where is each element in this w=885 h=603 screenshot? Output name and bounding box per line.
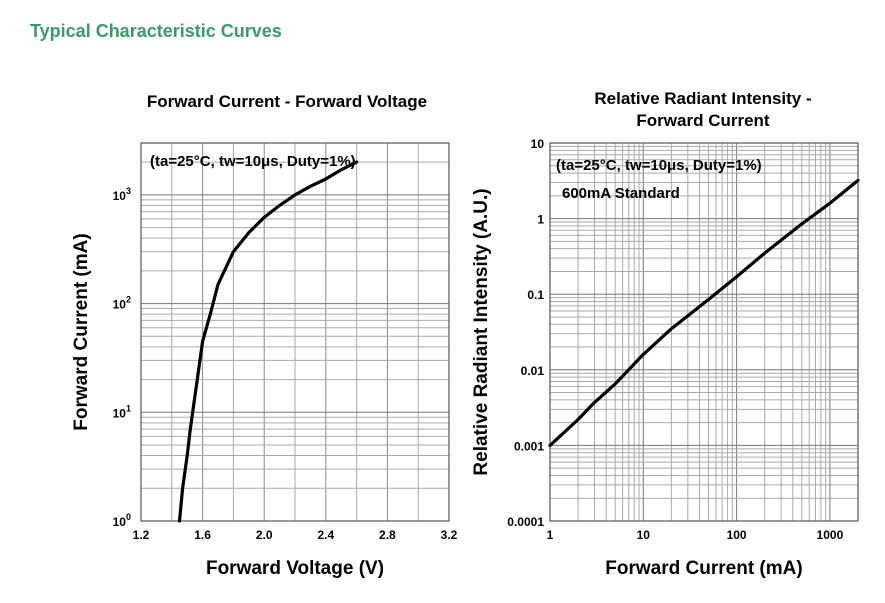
y-tick-label: 103 — [113, 186, 131, 203]
x-tick-label: 1 — [547, 528, 554, 542]
x-axis-title: Forward Voltage (V) — [206, 558, 384, 579]
chart2-title: Relative Radiant Intensity - Forward Cur… — [520, 88, 885, 132]
y-tick-label: 10 — [531, 137, 545, 151]
plot-background — [550, 143, 858, 521]
x-tick-label: 1.2 — [133, 528, 150, 542]
series-line — [177, 160, 359, 523]
x-axis-title: Forward Current (mA) — [605, 558, 802, 579]
series-line — [548, 178, 860, 447]
plot-frame — [549, 142, 859, 522]
y-tick-label: 100 — [113, 512, 131, 529]
section-title: Typical Characteristic Curves — [30, 21, 282, 41]
y-tick-label: 1 — [537, 213, 544, 227]
conditions-annotation: (ta=25°C, tw=10μs, Duty=1%) — [556, 157, 762, 174]
standard-annotation: 600mA Standard — [562, 185, 680, 202]
chart1-title: Forward Current - Forward Voltage — [146, 92, 428, 111]
x-tick-label: 2.0 — [256, 528, 273, 542]
y-axis-title: Forward Current (mA) — [71, 233, 92, 430]
x-tick-label: 2.4 — [317, 528, 334, 542]
y-axis-title: Relative Radiant Intensity (A.U.) — [471, 188, 492, 475]
chart2-title-line2: Forward Current — [636, 111, 770, 130]
x-tick-label: 10 — [637, 528, 651, 542]
y-tick-label: 101 — [113, 403, 131, 420]
chart1-plot: 1.2 1.6 2.0 2.4 2.8 3.2 100 101 102 103 Forward Vo… — [71, 142, 458, 579]
y-tick-label: 102 — [113, 295, 131, 312]
x-tick-label: 1000 — [817, 528, 844, 542]
plot-frame — [140, 142, 450, 522]
x-tick-label: 100 — [727, 528, 747, 542]
y-tick-label: 0.01 — [521, 364, 545, 378]
conditions-annotation: (ta=25°C, tw=10μs, Duty=1%) — [150, 153, 356, 170]
x-tick-label: 2.8 — [379, 528, 396, 542]
y-tick-label: 0.001 — [514, 439, 544, 453]
chart2-plot: 1 10 100 1000 0.0001 0.001 0.01 0.1 1 10 Forward C… — [471, 137, 860, 579]
x-tick-label: 1.6 — [194, 528, 211, 542]
y-tick-label: 0.0001 — [507, 515, 544, 529]
chart2-title-line1: Relative Radiant Intensity - — [594, 89, 812, 108]
y-tick-label: 0.1 — [527, 288, 544, 302]
x-tick-label: 3.2 — [441, 528, 458, 542]
